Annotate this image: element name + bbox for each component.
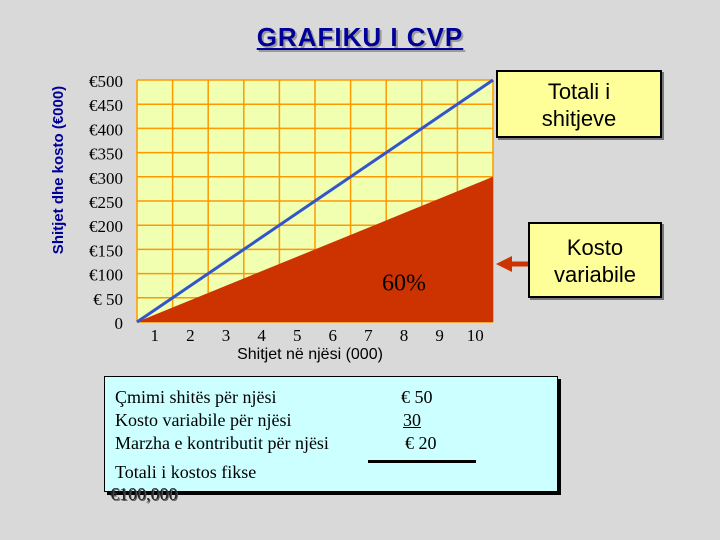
sum-underline: [368, 460, 476, 463]
y-tick-label: €400: [89, 120, 123, 139]
variable-arrow-head: [496, 256, 512, 272]
callout-variable-line-2: variabile: [554, 262, 636, 287]
cost-info-box: Çmimi shitës për njësi Kosto variabile p…: [104, 376, 558, 492]
x-tick-label: 8: [400, 326, 409, 345]
callout-revenue-line-2: shitjeve: [541, 106, 617, 131]
x-tick-label: 5: [293, 326, 302, 345]
info-value-unit-contribution: € 20: [405, 433, 437, 453]
y-tick-label: €500: [89, 72, 123, 91]
x-tick-label: 4: [257, 326, 266, 345]
callout-total-revenue: Totali i shitjeve: [496, 70, 662, 138]
variable-ratio-label: 60%: [382, 271, 426, 297]
info-label-fixed-cost: Totali i kostos fikse: [115, 462, 257, 482]
y-tick-label: €100: [89, 266, 123, 285]
info-label-unit-variable-cost: Kosto variabile për njësi: [115, 410, 292, 430]
y-tick-label: €450: [89, 96, 123, 115]
x-tick-label: 1: [151, 326, 160, 345]
x-tick-label: 9: [435, 326, 444, 345]
x-axis-label: Shitjet në njësi (000): [237, 346, 383, 363]
x-tick-label: 3: [222, 326, 231, 345]
y-tick-label: 0: [115, 314, 124, 333]
y-tick-label: € 50: [93, 290, 123, 309]
y-tick-label: €300: [89, 169, 123, 188]
x-tick-label: 10: [467, 326, 484, 345]
info-value-fixed-cost: €100,000: [110, 484, 178, 504]
variable-cost-area: [137, 176, 493, 322]
info-label-unit-price: Çmimi shitës për njësi: [115, 387, 277, 407]
total-revenue-line: [136, 78, 494, 324]
y-tick-label: €250: [89, 193, 123, 212]
y-tick-label: €200: [89, 217, 123, 236]
callout-variable-line-1: Kosto: [566, 235, 624, 260]
y-tick-label: €150: [89, 241, 123, 260]
chart-title: GRAFIKU I CVP: [256, 22, 464, 52]
callout-revenue-line-1: Totali i: [547, 79, 611, 104]
info-value-unit-variable-cost: 30: [403, 410, 421, 430]
x-tick-label: 7: [364, 326, 373, 345]
info-label-unit-contribution: Marzha e kontributit për njësi: [115, 433, 329, 453]
callout-variable-cost: Kosto variabile: [528, 222, 662, 298]
x-tick-label: 6: [329, 326, 338, 345]
x-tick-label: 2: [186, 326, 195, 345]
info-value-unit-price: € 50: [401, 387, 433, 407]
y-tick-label: €350: [89, 145, 123, 164]
